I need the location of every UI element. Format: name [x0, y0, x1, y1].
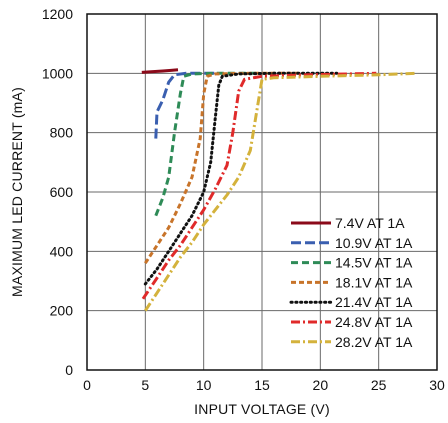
legend-label: 18.1V AT 1A [335, 274, 413, 290]
x-tick-label: 30 [429, 377, 445, 393]
y-tick-label: 1200 [42, 6, 73, 22]
series-group [141, 68, 417, 312]
y-axis-title: MAXIMUM LED CURRENT (mA) [9, 87, 25, 297]
series-line-7 [144, 71, 417, 312]
x-tick-label: 25 [371, 377, 387, 393]
legend-label: 7.4V AT 1A [335, 215, 405, 231]
legend-label: 10.9V AT 1A [335, 235, 413, 251]
y-tick-label: 400 [50, 243, 74, 259]
x-tick-label: 15 [254, 377, 270, 393]
tick-labels: 0 5 10 15 20 25 30 0 200 400 600 800 1000 1200 [42, 6, 445, 393]
legend-label: 24.8V AT 1A [335, 314, 413, 330]
x-axis-title: INPUT VOLTAGE (V) [194, 401, 330, 417]
x-tick-label: 10 [196, 377, 212, 393]
x-tick-label: 20 [313, 377, 329, 393]
y-tick-label: 600 [50, 184, 74, 200]
x-tick-label: 0 [83, 377, 91, 393]
legend-label: 21.4V AT 1A [335, 294, 413, 310]
series-line-4 [144, 71, 299, 265]
y-tick-label: 1000 [42, 65, 73, 81]
series-line-5 [143, 71, 339, 286]
series-line-6 [141, 71, 377, 300]
legend-label: 28.2V AT 1A [335, 334, 413, 350]
series-line-3 [154, 71, 257, 217]
x-tick-label: 5 [141, 377, 149, 393]
legend-label: 14.5V AT 1A [335, 255, 413, 271]
plot-frame [86, 13, 438, 371]
y-tick-label: 800 [50, 125, 74, 141]
series-line-2 [154, 71, 215, 139]
y-tick-label: 0 [65, 362, 73, 378]
y-tick-label: 200 [50, 303, 74, 319]
series-line-1 [141, 68, 179, 74]
legend: 7.4V AT 1A 10.9V AT 1A 14.5V AT 1A 18.1V AT… [289, 215, 413, 350]
